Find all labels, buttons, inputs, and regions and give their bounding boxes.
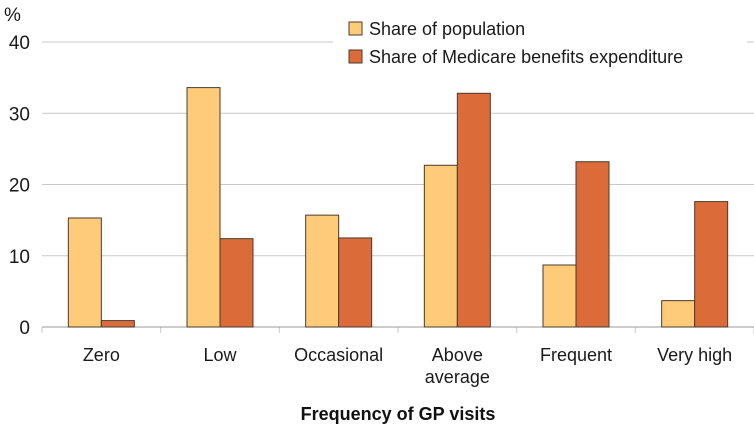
bar-expenditure <box>338 237 373 328</box>
legend-label: Share of population <box>369 19 525 39</box>
x-category-label: Occasional <box>294 345 383 365</box>
x-category-label: Low <box>203 345 237 365</box>
x-category-label: Above <box>432 345 483 365</box>
bar-population <box>67 217 102 328</box>
bar-population <box>305 214 340 328</box>
legend-swatch <box>348 49 363 64</box>
y-tick-label: 0 <box>19 318 30 339</box>
y-tick-label: 10 <box>9 247 30 268</box>
x-category-label: average <box>425 367 490 387</box>
legend-label: Share of Medicare benefits expenditure <box>369 47 683 67</box>
x-category-label: Frequent <box>540 345 612 365</box>
legend: Share of population Share of Medicare ben… <box>333 13 747 73</box>
bar-population <box>542 264 577 328</box>
bar-population <box>661 300 696 328</box>
bar-population <box>423 164 458 328</box>
y-tick-label: 40 <box>9 33 30 54</box>
bar-expenditure <box>575 161 610 328</box>
y-tick-label: 30 <box>9 104 30 125</box>
bar-expenditure <box>100 320 135 328</box>
legend-swatch <box>348 21 363 36</box>
bar-expenditure <box>219 238 254 328</box>
x-category-label: Zero <box>83 345 120 365</box>
legend-background <box>333 13 747 73</box>
y-tick-labels: 0 10 20 30 40 <box>9 33 30 339</box>
y-axis-unit-label: % <box>4 5 21 26</box>
bars <box>67 87 729 328</box>
gridlines <box>41 41 754 333</box>
legend-items: Share of population Share of Medicare ben… <box>348 19 683 67</box>
bar-expenditure <box>694 201 729 328</box>
y-tick-label: 20 <box>9 176 30 197</box>
x-category-label: Very high <box>657 345 732 365</box>
bar-population <box>186 87 221 328</box>
bar-expenditure <box>456 92 491 328</box>
x-axis-title: Frequency of GP visits <box>301 404 496 424</box>
